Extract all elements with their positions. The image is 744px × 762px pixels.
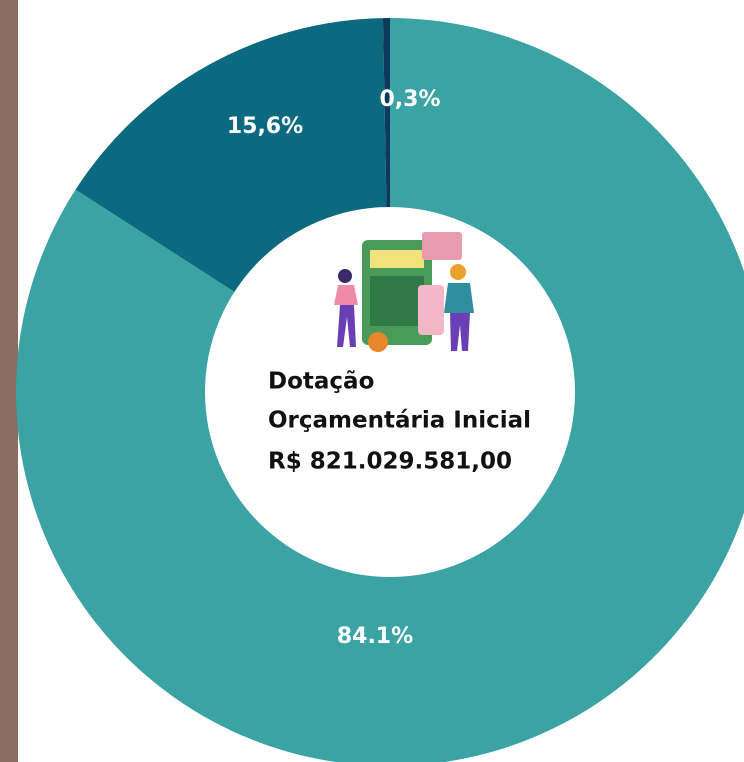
center-text: R$ 821.029.581,00 [268, 449, 512, 475]
side-bar [0, 0, 18, 762]
data-label: 84.1% [337, 624, 413, 649]
center-text: Dotação [268, 369, 374, 395]
data-label: 15,6% [227, 114, 303, 139]
illustration [334, 232, 474, 352]
donut-hole [205, 207, 575, 577]
data-label: 0,3% [379, 87, 440, 112]
center-text: Orçamentária Inicial [268, 408, 531, 434]
